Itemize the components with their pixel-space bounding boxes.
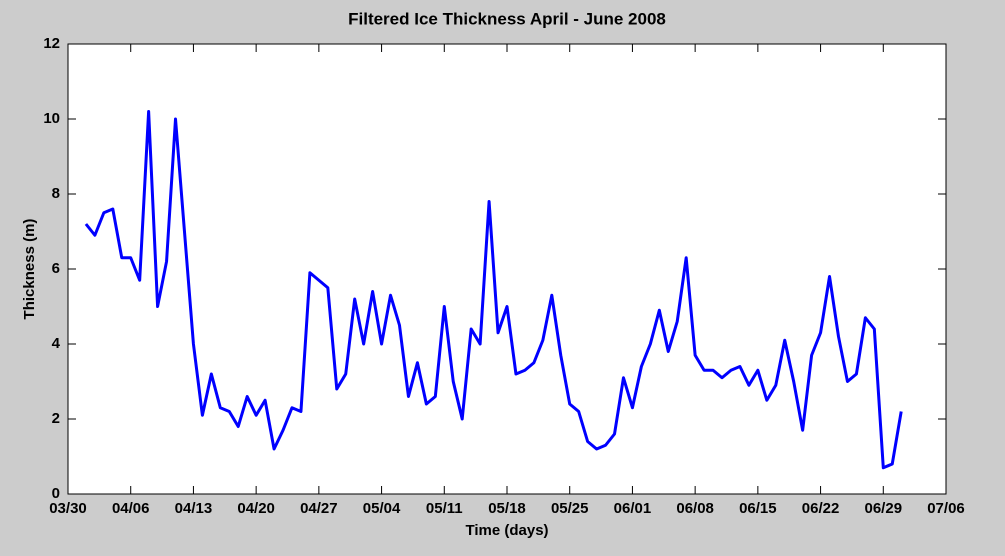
x-tick-label: 06/22 — [802, 500, 840, 517]
x-tick-label: 04/20 — [237, 500, 275, 517]
x-tick-label: 05/25 — [551, 500, 589, 517]
plot-area — [67, 43, 947, 495]
y-tick-label: 0 — [52, 485, 60, 502]
x-tick-label: 05/18 — [488, 500, 526, 517]
x-axis-label: Time (days) — [465, 522, 548, 539]
y-tick-label: 12 — [43, 35, 60, 52]
y-tick-label: 8 — [52, 185, 60, 202]
data-line — [84, 110, 903, 470]
y-tick-label: 2 — [52, 410, 60, 427]
y-tick-label: 6 — [52, 260, 60, 277]
x-tick-label: 04/27 — [300, 500, 338, 517]
x-tick-label: 05/04 — [363, 500, 401, 517]
x-tick-label: 04/06 — [112, 500, 150, 517]
x-tick-label: 06/15 — [739, 500, 777, 517]
y-axis-label: Thickness (m) — [21, 219, 38, 320]
y-tick-label: 4 — [52, 335, 61, 352]
x-tick-label: 03/30 — [49, 500, 87, 517]
x-tick-label: 06/08 — [676, 500, 714, 517]
x-tick-label: 06/01 — [614, 500, 652, 517]
x-tick-label: 04/13 — [175, 500, 213, 517]
x-tick-label: 07/06 — [927, 500, 965, 517]
x-tick-label: 05/11 — [426, 500, 463, 517]
y-tick-label: 10 — [43, 110, 60, 127]
x-tick-label: 06/29 — [865, 500, 903, 517]
chart-title: Filtered Ice Thickness April - June 2008 — [348, 9, 666, 28]
